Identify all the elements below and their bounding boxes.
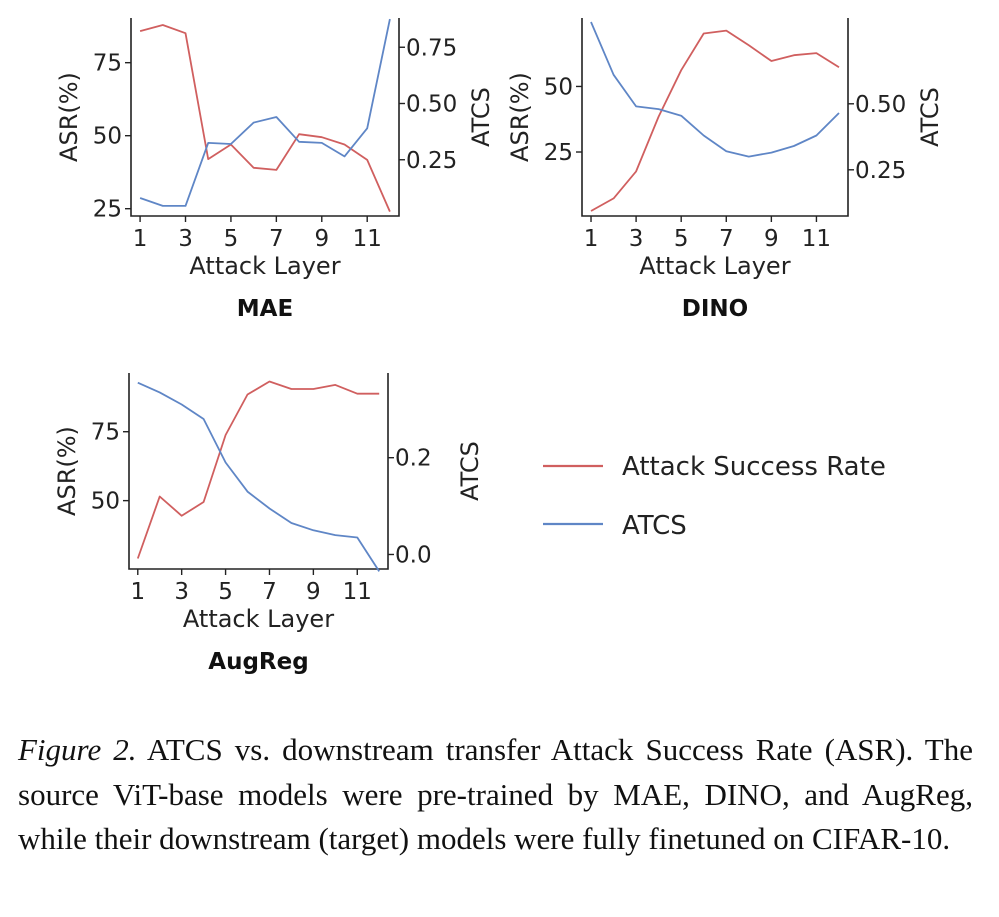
augreg-y-axis-label: ASR(%) — [53, 426, 81, 516]
mae-y2-tick-label: 0.75 — [406, 35, 457, 61]
augreg-asr-line — [136, 380, 380, 559]
augreg-y2-tick-label: 0.2 — [395, 446, 432, 472]
dino-x-tick-label: 7 — [719, 226, 734, 252]
dino-x-tick-label: 3 — [629, 226, 644, 252]
caption-text: ATCS vs. downstream transfer Attack Succ… — [18, 732, 973, 856]
mae-y2-tick-label: 0.25 — [406, 148, 457, 174]
mae-x-tick-label: 1 — [133, 226, 148, 252]
mae-axes-frame — [130, 18, 400, 217]
panel-augreg: 1 3 5 7 9 11 50 75 0.0 0.2 ASR(%) ATCS Attack Layer A… — [53, 373, 484, 675]
dino-x-axis-label: Attack Layer — [639, 252, 790, 280]
augreg-x-tick-label: 3 — [174, 579, 189, 605]
legend-asr-label: Attack Success Rate — [622, 452, 886, 482]
dino-y-tick-label: 50 — [544, 74, 573, 100]
mae-y-tick-label: 75 — [93, 51, 122, 77]
dino-y-axis-label: ASR(%) — [506, 72, 534, 162]
dino-axes-frame — [581, 18, 849, 217]
caption-figure-label: Figure 2. — [18, 732, 137, 767]
dino-panel-title: DINO — [682, 296, 748, 322]
mae-y2-tick-label: 0.50 — [406, 92, 457, 118]
augreg-x-tick-label: 11 — [343, 579, 372, 605]
dino-y2-tick-label: 0.50 — [855, 92, 906, 118]
dino-x-tick-label: 11 — [802, 226, 831, 252]
augreg-axes-frame — [128, 373, 389, 570]
augreg-y2-tick-label: 0.0 — [395, 542, 432, 568]
augreg-y-tick-label: 50 — [91, 489, 120, 515]
legend: Attack Success Rate ATCS — [543, 452, 886, 541]
mae-x-axis-label: Attack Layer — [189, 252, 340, 280]
dino-y2-axis-label: ATCS — [916, 87, 944, 147]
augreg-x-tick-label: 9 — [306, 579, 321, 605]
dino-x-tick-label: 1 — [584, 226, 599, 252]
mae-x-tick-label: 3 — [178, 226, 193, 252]
mae-y-axis-label: ASR(%) — [55, 72, 83, 162]
augreg-atcs-line — [137, 381, 380, 572]
figure-caption: Figure 2. ATCS vs. downstream transfer A… — [18, 728, 973, 862]
dino-y-tick-label: 25 — [544, 140, 573, 166]
augreg-panel-title: AugReg — [208, 649, 308, 675]
dino-atcs-line — [590, 21, 840, 158]
augreg-x-tick-label: 7 — [262, 579, 277, 605]
mae-x-tick-label: 5 — [224, 226, 239, 252]
augreg-x-tick-label: 1 — [130, 579, 145, 605]
mae-x-tick-label: 9 — [314, 226, 329, 252]
augreg-y-tick-label: 75 — [91, 420, 120, 446]
augreg-x-axis-label: Attack Layer — [183, 605, 334, 633]
panel-mae: 1 3 5 7 9 11 25 50 75 0.25 0.50 0.75 ASR(%) ATCS Attac… — [55, 18, 495, 322]
augreg-x-tick-label: 5 — [218, 579, 233, 605]
dino-x-tick-label: 9 — [764, 226, 779, 252]
dino-y2-tick-label: 0.25 — [855, 158, 906, 184]
panel-dino: 1 3 5 7 9 11 25 50 0.25 0.50 ASR(%) ATCS Attack Laye… — [506, 18, 944, 322]
dino-x-tick-label: 5 — [674, 226, 689, 252]
mae-y2-axis-label: ATCS — [467, 87, 495, 147]
mae-y-tick-label: 50 — [93, 124, 122, 150]
mae-y-tick-label: 25 — [93, 197, 122, 223]
mae-asr-line — [139, 24, 391, 212]
dino-asr-line — [590, 29, 840, 212]
mae-panel-title: MAE — [237, 296, 293, 322]
mae-x-tick-label: 7 — [269, 226, 284, 252]
legend-atcs-label: ATCS — [622, 511, 687, 541]
augreg-y2-axis-label: ATCS — [456, 441, 484, 501]
mae-x-tick-label: 11 — [353, 226, 382, 252]
mae-atcs-line — [139, 18, 391, 207]
